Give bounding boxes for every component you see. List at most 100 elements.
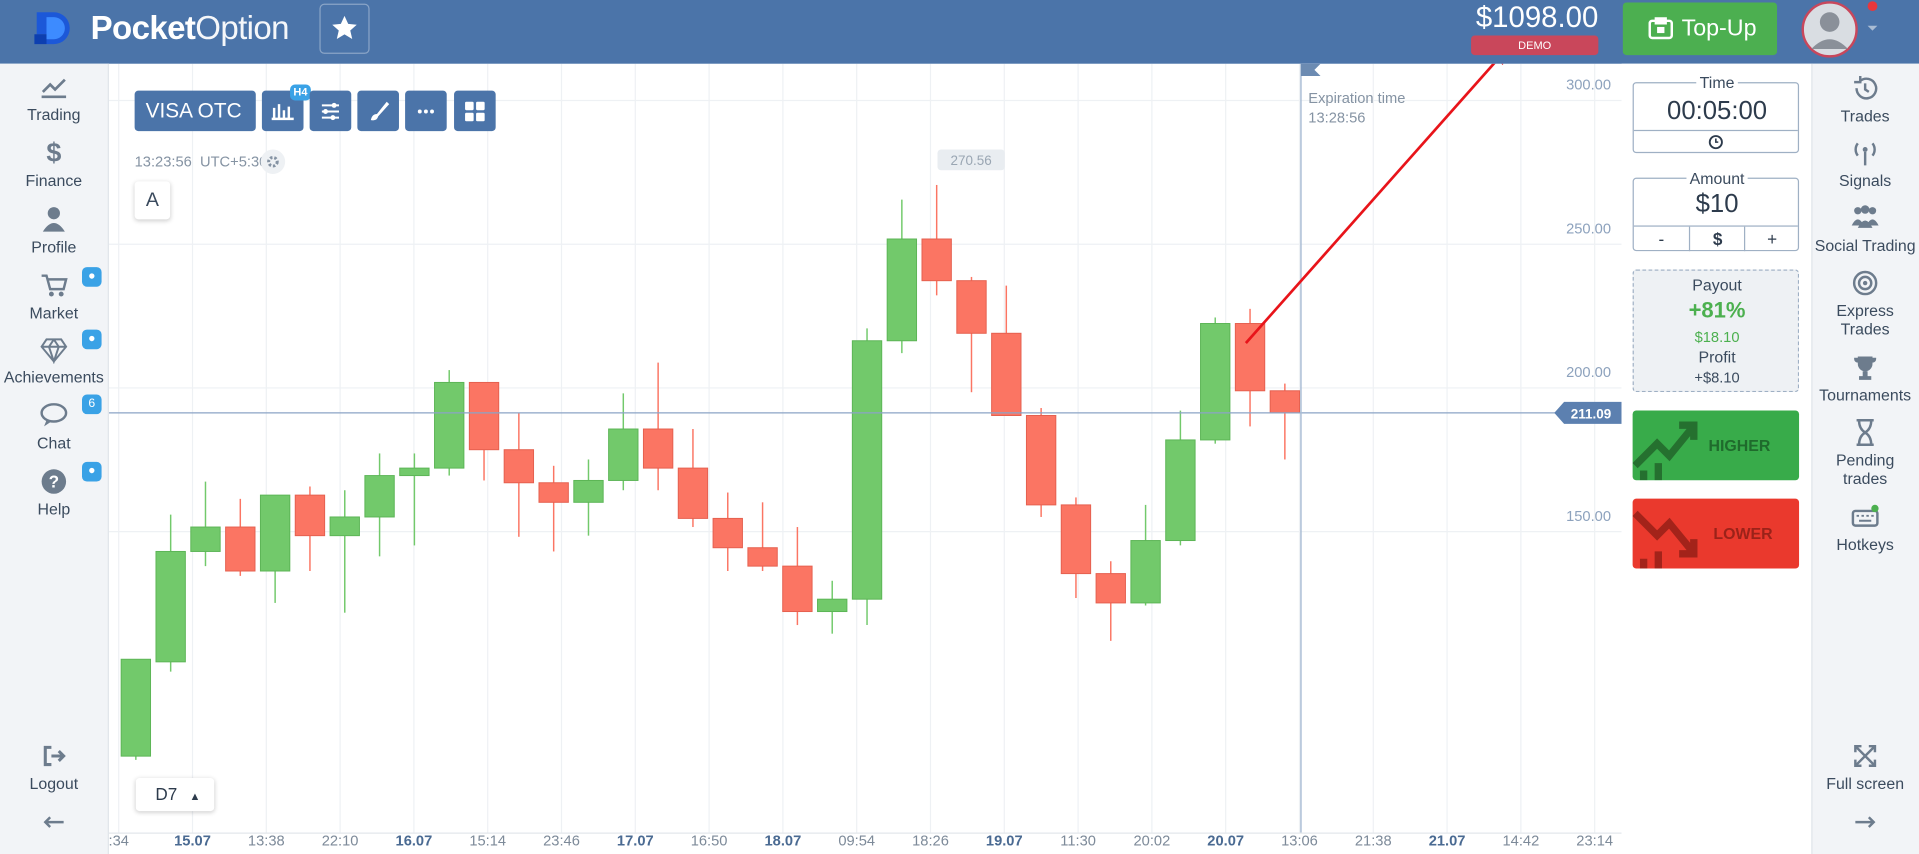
time-box[interactable]: Time 00:05:00 bbox=[1632, 73, 1800, 154]
minus-button[interactable]: - bbox=[1658, 229, 1665, 249]
balance[interactable]: $1098.00 bbox=[1475, 1, 1599, 35]
profit-value: +$8.10 bbox=[1694, 368, 1740, 386]
x-tick-label: 23:46 bbox=[543, 834, 580, 850]
nav-icon bbox=[41, 274, 68, 297]
candle-body bbox=[225, 526, 256, 572]
lower-button[interactable]: LOWER bbox=[1632, 498, 1800, 569]
candle-body bbox=[921, 238, 952, 282]
help-bell: ● bbox=[81, 461, 102, 482]
x-tick-label: 13:38 bbox=[248, 834, 285, 850]
nav-item[interactable]: Finance bbox=[25, 171, 83, 190]
x-tick-label: 21.07 bbox=[1429, 834, 1466, 850]
logo-icon bbox=[34, 12, 70, 45]
x-tick-label: 14:42 bbox=[1503, 834, 1540, 850]
period-selector[interactable]: D7 ▲ bbox=[135, 778, 215, 812]
nav-item[interactable]: Help bbox=[37, 499, 71, 519]
account-type[interactable]: DEMO bbox=[1471, 35, 1599, 56]
x-tick-label: 16:50 bbox=[691, 834, 728, 850]
nav-item[interactable]: Trades bbox=[1840, 106, 1890, 125]
logout[interactable]: Logout bbox=[29, 774, 79, 793]
payout-amount: $18.10 bbox=[1694, 328, 1740, 346]
x-tick-label: 21:38 bbox=[1355, 834, 1392, 850]
y-tick-label: 300.00 bbox=[1566, 78, 1611, 94]
candle-body bbox=[259, 494, 291, 572]
candle-body bbox=[120, 658, 152, 757]
drawing-label[interactable]: A bbox=[134, 181, 171, 220]
time-picker[interactable] bbox=[1633, 129, 1798, 153]
plus-button[interactable]: + bbox=[1743, 226, 1799, 252]
x-tick-label: 18:26 bbox=[912, 834, 949, 850]
candle-body bbox=[782, 565, 813, 613]
achievements-bell: ● bbox=[81, 329, 102, 350]
amount-box[interactable]: Amount $10 - $ + bbox=[1632, 169, 1800, 252]
settings-icon bbox=[267, 155, 279, 168]
nav-icon: $ bbox=[46, 138, 61, 167]
asset-selector[interactable]: VISA OTC ▼ bbox=[134, 90, 256, 162]
favorites-button[interactable] bbox=[319, 3, 370, 54]
period: D7 bbox=[155, 784, 178, 804]
candle-body bbox=[329, 516, 360, 537]
nav-item[interactable]: Market bbox=[29, 303, 79, 323]
nav-icon bbox=[40, 403, 68, 427]
nav-item[interactable]: Profile bbox=[31, 237, 77, 257]
nav-icon bbox=[1852, 270, 1878, 296]
logo[interactable]: PocketOption bbox=[90, 9, 290, 48]
layout-icon bbox=[465, 101, 485, 122]
candle-body bbox=[1095, 573, 1126, 604]
indicators-button[interactable] bbox=[309, 90, 352, 132]
topup-label: Top-Up bbox=[1681, 15, 1757, 42]
nav-icon bbox=[1854, 356, 1877, 380]
currency-button[interactable]: $ bbox=[1688, 226, 1745, 252]
x-tick-label: 15:14 bbox=[469, 834, 506, 850]
more-button[interactable] bbox=[405, 90, 447, 132]
nav-item[interactable]: Express Trades bbox=[1836, 301, 1894, 339]
time-value: 00:05:00 bbox=[1667, 96, 1768, 125]
nav-item[interactable]: Hotkeys bbox=[1836, 535, 1894, 554]
candle-body bbox=[155, 550, 186, 663]
timeframe-badge: H4 bbox=[290, 84, 311, 101]
candle-body bbox=[503, 449, 535, 484]
higher-button[interactable]: HIGHER bbox=[1632, 410, 1800, 481]
settings-button[interactable] bbox=[260, 149, 286, 174]
high-label-bg bbox=[937, 149, 1005, 171]
nav-icon bbox=[1851, 205, 1879, 228]
collapse-right[interactable] bbox=[1853, 812, 1877, 832]
annotation-arrow-head bbox=[1501, 63, 1504, 65]
full-screen[interactable]: Full screen bbox=[1826, 774, 1905, 793]
logo-bold: Pocket bbox=[90, 9, 196, 47]
lower-icon bbox=[1632, 510, 1698, 569]
candle-body bbox=[642, 428, 674, 469]
x-tick-label: 16.07 bbox=[396, 834, 433, 850]
expiration-label: Expiration time bbox=[1308, 91, 1405, 107]
candle-body bbox=[1234, 323, 1266, 392]
nav-icon bbox=[40, 338, 68, 364]
nav-item[interactable]: Tournaments bbox=[1819, 385, 1912, 405]
candle-body bbox=[851, 340, 883, 600]
nav-item[interactable]: Trading bbox=[27, 105, 81, 124]
candle-body bbox=[747, 547, 778, 567]
x-tick-label: 19.07 bbox=[986, 834, 1023, 850]
layout-button[interactable] bbox=[454, 90, 496, 132]
candle-body bbox=[1060, 504, 1092, 575]
x-tick-label: 15.07 bbox=[174, 834, 211, 850]
candle-body bbox=[886, 238, 918, 342]
nav-item[interactable]: Social Trading bbox=[1814, 236, 1916, 255]
candle-body bbox=[1025, 415, 1057, 506]
nav-item[interactable]: Chat bbox=[37, 433, 71, 453]
payout-percent: +81% bbox=[1688, 297, 1746, 323]
nav-item[interactable]: Signals bbox=[1839, 171, 1892, 190]
profit-label: Profit bbox=[1698, 347, 1736, 367]
candle-body bbox=[190, 526, 221, 552]
nav-icon bbox=[1854, 75, 1878, 100]
nav-item[interactable]: Achievements bbox=[3, 367, 104, 386]
candle-body bbox=[608, 428, 639, 481]
avatar[interactable] bbox=[1799, 0, 1885, 64]
nav-item[interactable]: Pending trades bbox=[1835, 450, 1895, 488]
candle-body bbox=[677, 467, 709, 519]
candle-body bbox=[468, 381, 500, 451]
drawing-button[interactable] bbox=[357, 90, 399, 132]
collapse-left[interactable] bbox=[42, 812, 66, 832]
candle-body bbox=[1165, 439, 1196, 542]
topup-button[interactable]: Top-Up bbox=[1622, 2, 1778, 56]
